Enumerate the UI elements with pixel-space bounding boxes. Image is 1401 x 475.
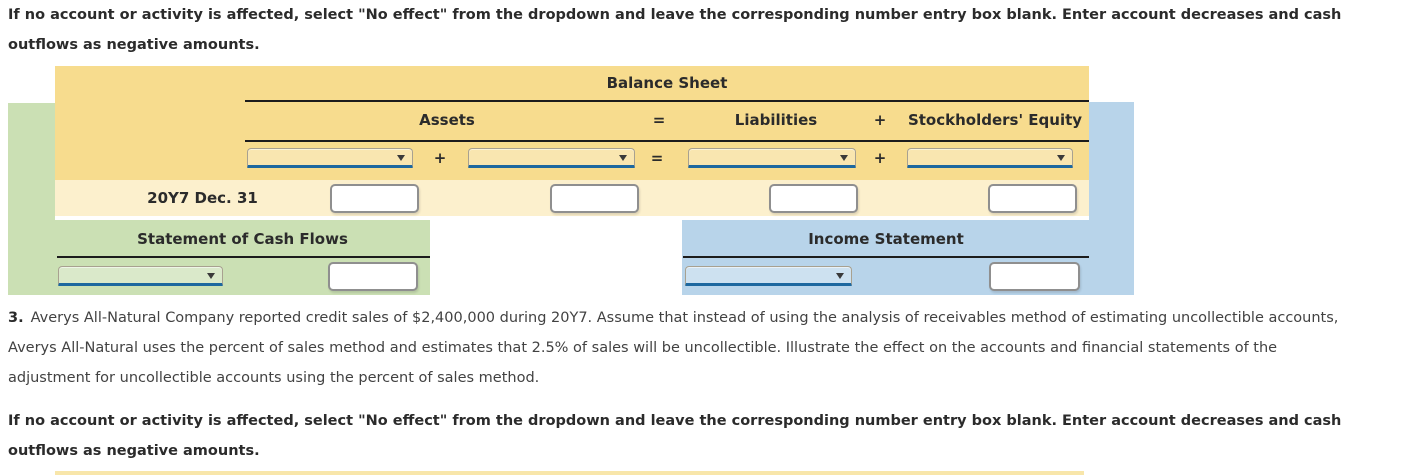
liabilities-dropdown[interactable] xyxy=(688,148,856,168)
cash-flow-title: Statement of Cash Flows xyxy=(137,230,348,248)
instruction-line-2: outflows as negative amounts. xyxy=(8,37,260,53)
cash-flow-dropdown[interactable] xyxy=(58,266,223,286)
assets-header: Assets xyxy=(419,111,475,129)
chevron-down-icon xyxy=(1057,155,1065,161)
equity-dropdown[interactable] xyxy=(907,148,1073,168)
liabilities-input[interactable] xyxy=(769,184,858,213)
stockholders-equity-header: Stockholders' Equity xyxy=(907,111,1083,129)
instruction-line-1: If no account or activity is affected, s… xyxy=(8,413,1342,429)
equity-input[interactable] xyxy=(988,184,1077,213)
divider-line xyxy=(245,100,1089,102)
problem-3-text: 3. Averys All-Natural Company reported cr… xyxy=(8,303,1338,393)
equals-sign: = xyxy=(652,111,666,129)
instruction-line-1: If no account or activity is affected, s… xyxy=(8,7,1342,23)
problem-3-line-3: adjustment for uncollectible accounts us… xyxy=(8,370,540,386)
problem-3-line-1: 3. Averys All-Natural Company reported cr… xyxy=(8,303,1338,333)
date-row: 20Y7 Dec. 31 xyxy=(55,180,1089,216)
plus-sign: + xyxy=(873,149,887,167)
plus-sign: + xyxy=(433,149,447,167)
instruction-line-2: outflows as negative amounts. xyxy=(8,443,260,459)
cash-flow-input[interactable] xyxy=(328,262,418,291)
assets-dropdown-1[interactable] xyxy=(247,148,413,168)
divider-line xyxy=(245,140,1089,142)
income-statement-title: Income Statement xyxy=(808,230,964,248)
chevron-down-icon xyxy=(397,155,405,161)
problem-3-line-1-text: Averys All-Natural Company reported cred… xyxy=(30,310,1339,326)
plus-sign: + xyxy=(873,111,887,129)
assets-input-2[interactable] xyxy=(550,184,639,213)
problem-number: 3. xyxy=(8,310,24,326)
divider-line xyxy=(683,256,1089,258)
chevron-down-icon xyxy=(840,155,848,161)
instruction-text-top: If no account or activity is affected, s… xyxy=(8,0,1341,60)
liabilities-header: Liabilities xyxy=(734,111,818,129)
assets-input-1[interactable] xyxy=(330,184,419,213)
instruction-text-bottom: If no account or activity is affected, s… xyxy=(8,406,1341,466)
assets-dropdown-2[interactable] xyxy=(468,148,635,168)
income-statement-dropdown[interactable] xyxy=(685,266,852,286)
income-statement-section: Income Statement xyxy=(682,220,1134,295)
problem-3-line-2: Averys All-Natural uses the percent of s… xyxy=(8,340,1278,356)
divider-line xyxy=(57,256,430,258)
chevron-down-icon xyxy=(619,155,627,161)
chevron-down-icon xyxy=(836,273,844,279)
date-row-label: 20Y7 Dec. 31 xyxy=(147,189,258,207)
next-table-edge xyxy=(55,471,1084,475)
equals-sign: = xyxy=(650,149,664,167)
balance-sheet-title: Balance Sheet xyxy=(606,74,728,92)
income-statement-input[interactable] xyxy=(989,262,1080,291)
cash-flow-section: Statement of Cash Flows xyxy=(8,220,430,295)
chevron-down-icon xyxy=(207,273,215,279)
balance-sheet-table: Balance Sheet Assets = Liabilities + Sto… xyxy=(55,66,1089,216)
